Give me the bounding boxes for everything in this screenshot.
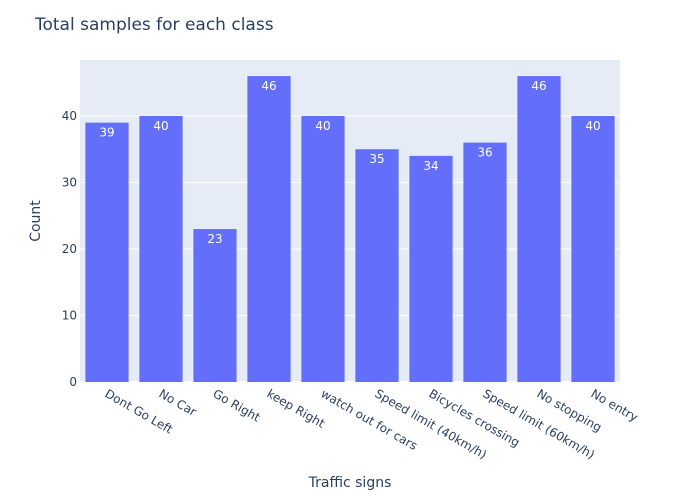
bar <box>139 115 183 383</box>
bars: 39 40 23 46 40 35 34 36 46 40 <box>85 76 615 383</box>
x-tick-label: No Car <box>157 386 199 419</box>
bar <box>301 115 345 383</box>
bar <box>193 229 237 382</box>
bar-value-label: 46 <box>531 79 546 93</box>
x-tick-label: Go Right <box>211 386 263 424</box>
x-axis-title: Traffic signs <box>308 475 392 491</box>
y-tick-label: 30 <box>62 175 77 189</box>
bar <box>571 115 615 383</box>
bar-value-label: 36 <box>477 146 492 160</box>
bar <box>355 149 399 382</box>
bar-value-label: 40 <box>585 119 600 133</box>
y-axis-ticks: 0 10 20 30 40 <box>62 109 77 389</box>
bar-value-label: 39 <box>99 126 114 140</box>
y-tick-label: 10 <box>62 308 77 322</box>
bar-value-label: 34 <box>423 159 438 173</box>
bar <box>409 155 453 382</box>
y-tick-label: 40 <box>62 109 77 123</box>
bar-value-label: 35 <box>369 152 384 166</box>
y-tick-label: 20 <box>62 242 77 256</box>
bar <box>247 76 291 382</box>
y-axis-title: Count <box>28 200 44 242</box>
x-tick-label: keep Right <box>265 386 328 430</box>
chart-title: Total samples for each class <box>34 15 274 35</box>
bar <box>85 122 129 383</box>
bar <box>517 76 561 382</box>
bar-value-label: 40 <box>153 119 168 133</box>
bar-value-label: 23 <box>207 232 222 246</box>
bar <box>463 142 507 382</box>
bar-value-label: 46 <box>261 79 276 93</box>
bar-value-label: 40 <box>315 119 330 133</box>
x-tick-label: watch out for cars <box>319 386 420 453</box>
y-tick-label: 0 <box>69 375 77 389</box>
